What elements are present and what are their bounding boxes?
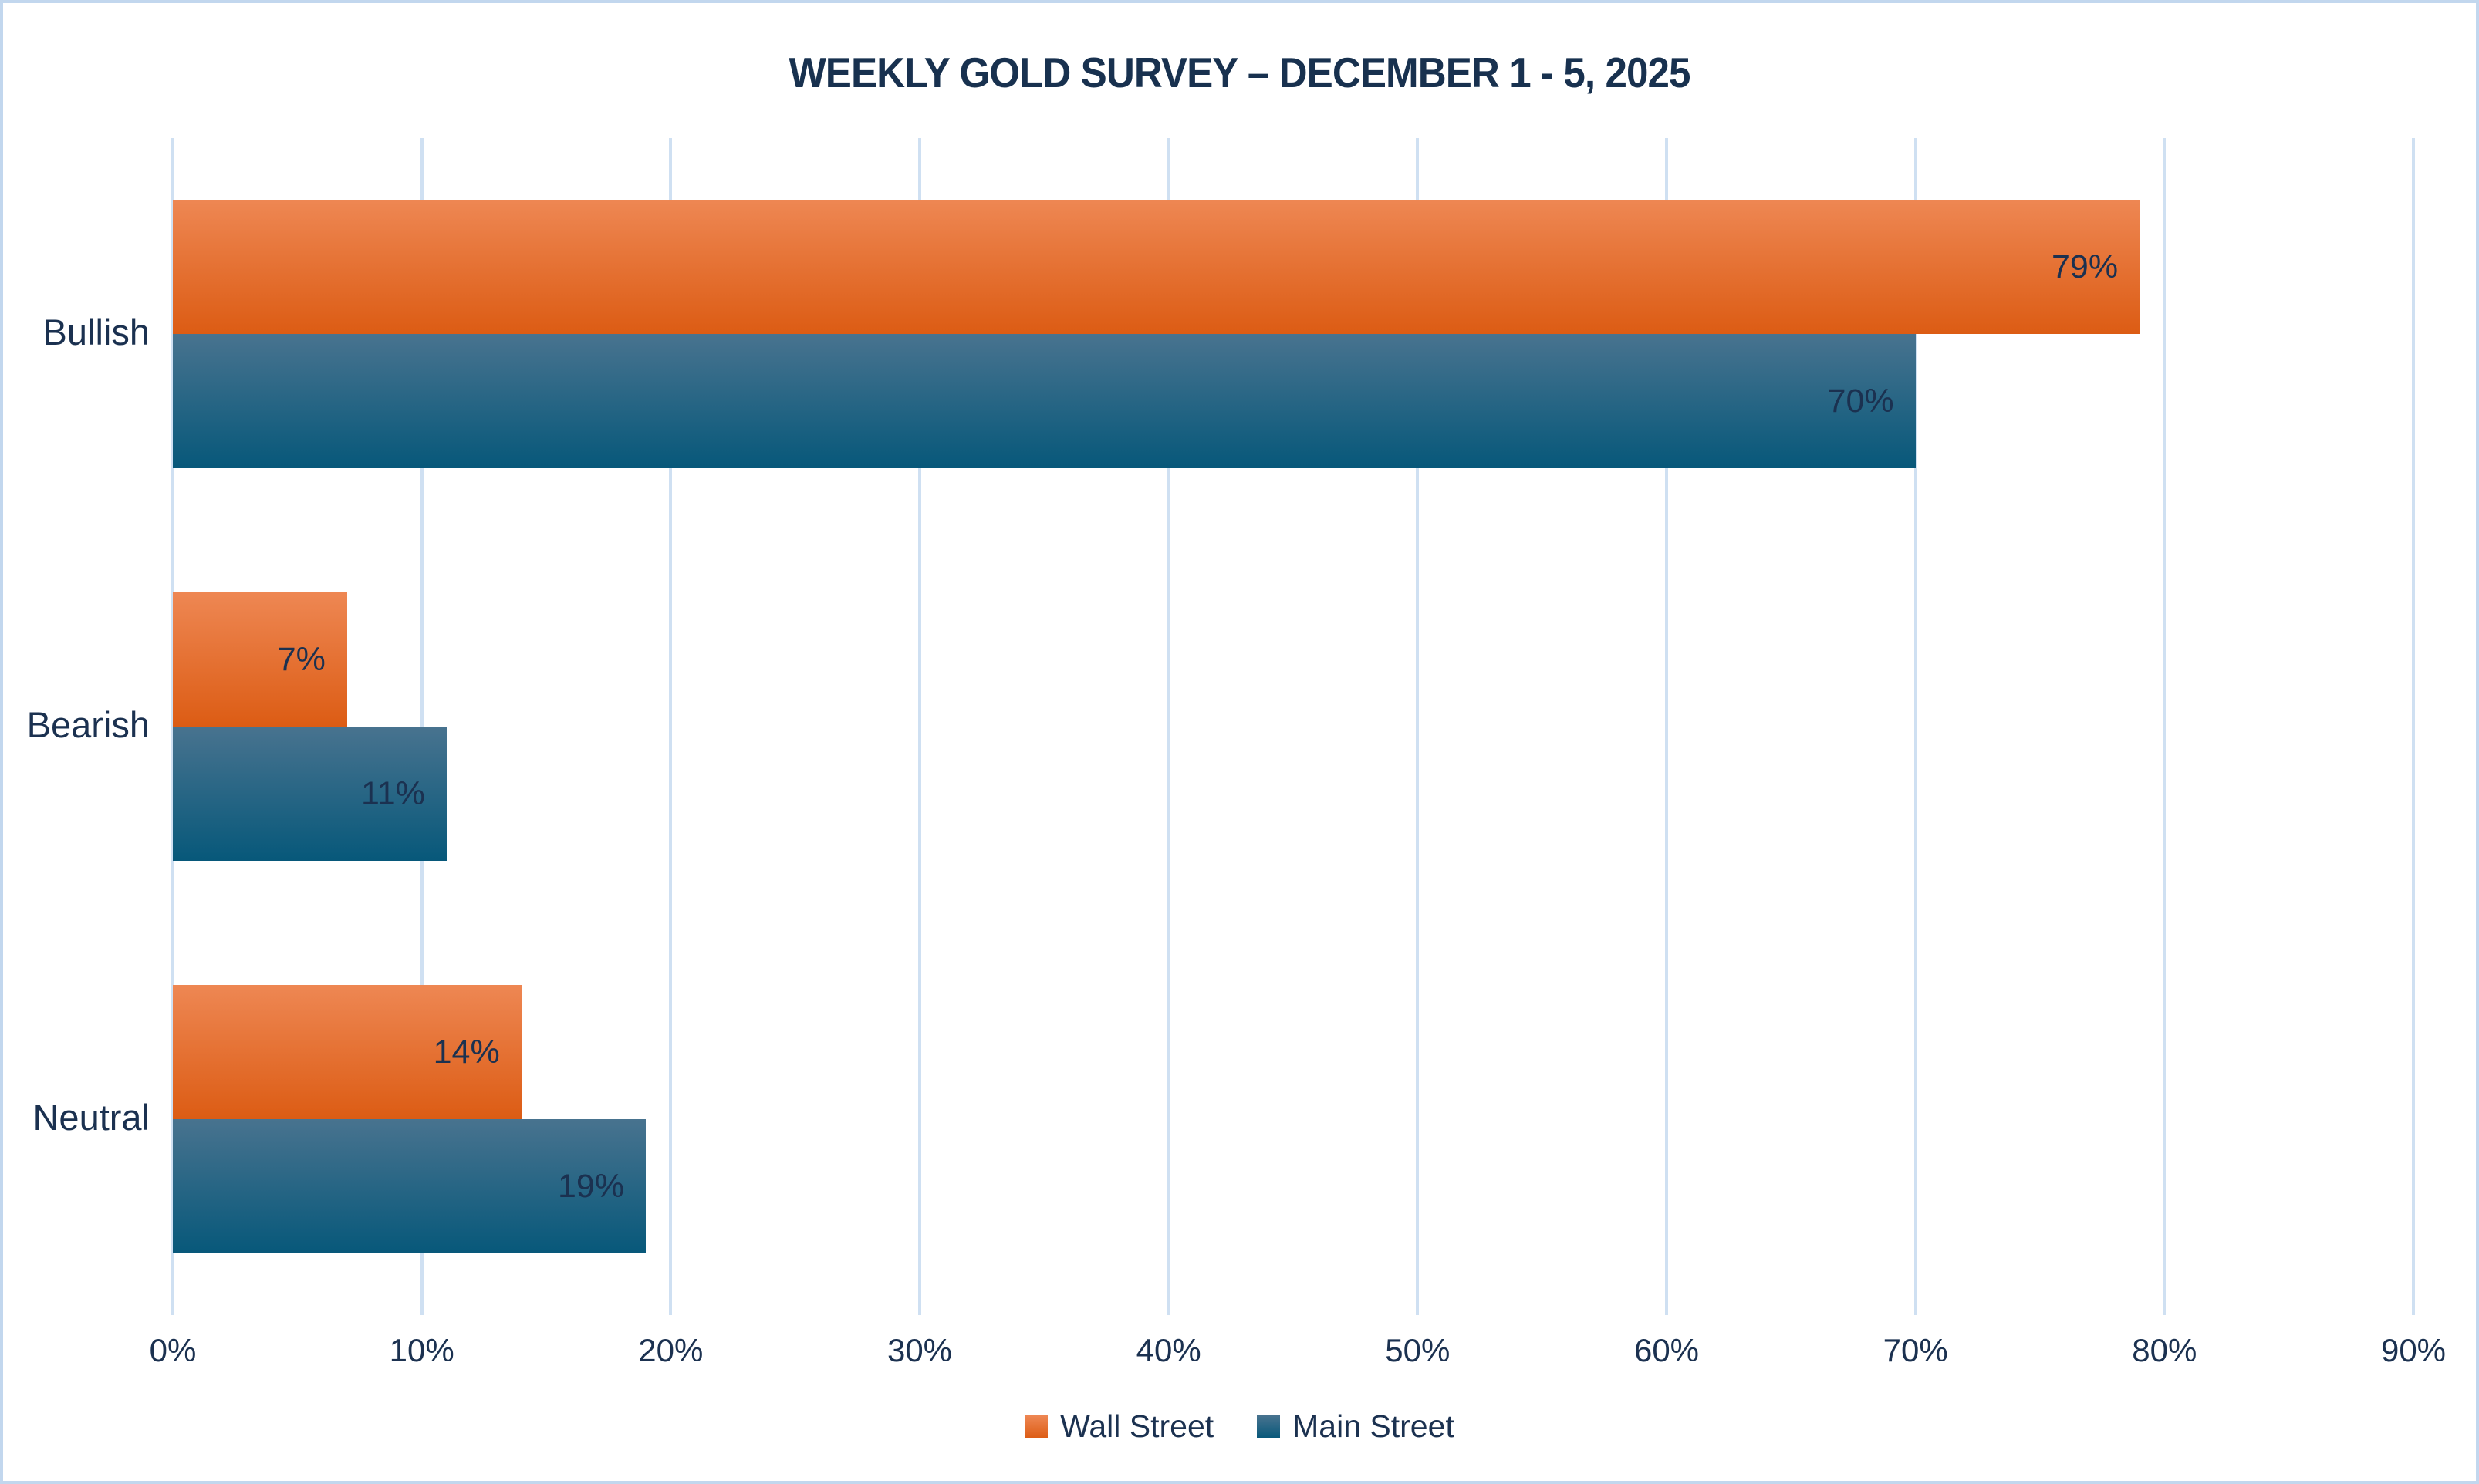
category-label-bearish: Bearish <box>26 704 150 745</box>
bar-wall-street-neutral <box>173 984 522 1119</box>
x-tick-label: 0% <box>149 1332 197 1368</box>
bar-value-label: 70% <box>1827 383 1894 420</box>
chart-title: WEEKLY GOLD SURVEY – DECEMBER 1 - 5, 202… <box>789 49 1690 96</box>
bar-value-label: 11% <box>361 775 425 812</box>
x-tick-label: 80% <box>2132 1332 2197 1368</box>
legend-label-main-street: Main Street <box>1292 1408 1454 1444</box>
gridline-80 <box>2163 138 2167 1315</box>
gridline-90 <box>2412 138 2415 1315</box>
gridline-70 <box>1913 138 1917 1315</box>
bar-value-label: 79% <box>2051 248 2119 286</box>
bar-main-street-bearish <box>173 727 447 861</box>
gridline-40 <box>1167 138 1170 1315</box>
wall-street-swatch-icon <box>1025 1415 1049 1438</box>
legend-label-wall-street: Wall Street <box>1060 1408 1214 1444</box>
legend: Wall Street Main Street <box>3 1408 2476 1445</box>
x-tick-label: 50% <box>1385 1332 1451 1368</box>
bar-main-street-neutral <box>173 1118 647 1253</box>
x-tick-label: 90% <box>2380 1332 2447 1368</box>
bar-wall-street-bearish <box>173 592 347 727</box>
gridline-20 <box>669 138 673 1315</box>
x-tick-label: 10% <box>389 1332 454 1368</box>
category-label-neutral: Neutral <box>32 1096 150 1138</box>
main-street-swatch-icon <box>1257 1415 1281 1438</box>
bar-main-street-bullish <box>173 334 1916 469</box>
category-label-bullish: Bullish <box>42 312 150 353</box>
bar-value-label: 14% <box>433 1033 500 1071</box>
plot-area: 0% 10% 20% 30% 40% 50% 60% 70% 80% 90% Bullish 79% 7… <box>3 3 2476 1481</box>
x-tick-label: 40% <box>1136 1332 1201 1368</box>
gridline-60 <box>1665 138 1668 1315</box>
x-tick-label: 30% <box>887 1332 953 1368</box>
bar-value-label: 19% <box>557 1167 625 1205</box>
gridline-30 <box>918 138 921 1315</box>
bar-wall-street-bullish <box>173 200 2140 335</box>
legend-item-wall-street: Wall Street <box>1025 1408 1214 1445</box>
x-tick-label: 70% <box>1883 1332 1948 1368</box>
legend-item-main-street: Main Street <box>1257 1408 1454 1445</box>
bar-value-label: 7% <box>277 641 326 678</box>
x-tick-label: 60% <box>1633 1332 1700 1368</box>
gridline-50 <box>1416 138 1420 1315</box>
x-tick-label: 20% <box>638 1332 704 1368</box>
